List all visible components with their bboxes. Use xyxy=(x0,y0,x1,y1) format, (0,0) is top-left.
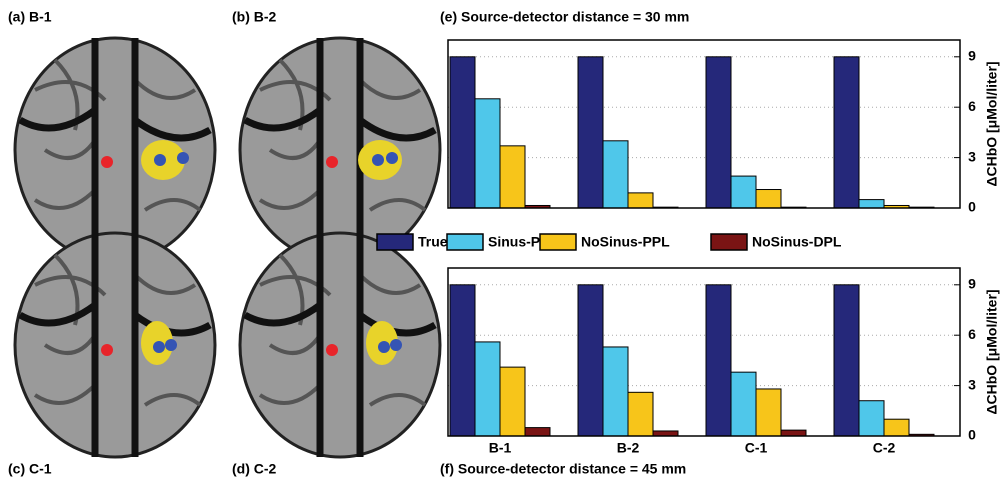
bar xyxy=(577,284,604,437)
panel-label: (a) B-1 xyxy=(8,9,52,25)
y-axis-label: ΔCHbO [μMol/liter] xyxy=(984,289,1000,414)
bar xyxy=(730,175,757,209)
bar xyxy=(858,199,885,209)
brain-image xyxy=(15,38,215,262)
panel-label: (d) C-2 xyxy=(232,461,277,477)
bar xyxy=(883,418,910,437)
bar xyxy=(652,430,679,437)
bar xyxy=(730,371,757,437)
panel-label: (c) C-1 xyxy=(8,461,52,477)
y-tick-label: 0 xyxy=(968,199,976,215)
bar xyxy=(499,366,526,437)
bar xyxy=(449,284,476,437)
bar xyxy=(577,56,604,209)
plot-frame xyxy=(447,267,961,437)
chart-title: (f) Source-detector distance = 45 mm xyxy=(440,461,686,477)
y-tick-label: 3 xyxy=(968,148,976,164)
legend-label: True xyxy=(418,234,448,250)
bar xyxy=(602,346,629,437)
y-tick-label: 9 xyxy=(968,48,976,64)
bar xyxy=(524,427,551,437)
bar xyxy=(755,388,782,437)
legend-label: NoSinus-DPL xyxy=(752,234,842,250)
bar xyxy=(780,429,807,437)
y-tick-label: 6 xyxy=(968,98,976,114)
bar xyxy=(833,56,860,209)
brain-image xyxy=(240,233,440,457)
y-axis-label: ΔCHbO [μMol/liter] xyxy=(984,61,1000,186)
bar xyxy=(602,140,629,209)
bar xyxy=(627,391,654,437)
bar xyxy=(499,145,526,209)
bar xyxy=(449,56,476,209)
y-tick-label: 0 xyxy=(968,427,976,443)
bar xyxy=(833,284,860,437)
x-tick-label: C-1 xyxy=(745,440,768,456)
x-tick-label: B-2 xyxy=(617,440,640,456)
legend-swatch xyxy=(376,233,414,251)
bar xyxy=(858,400,885,437)
legend-label: NoSinus-PPL xyxy=(581,234,670,250)
legend-swatch xyxy=(710,233,748,251)
legend-swatch xyxy=(446,233,484,251)
bar xyxy=(474,341,501,437)
bar xyxy=(474,98,501,209)
y-tick-label: 3 xyxy=(968,376,976,392)
legend-swatch xyxy=(539,233,577,251)
bar xyxy=(705,56,732,209)
panel-label: (b) B-2 xyxy=(232,9,277,25)
brain-image xyxy=(240,38,440,262)
bar xyxy=(755,189,782,209)
bar xyxy=(627,192,654,209)
x-tick-label: B-1 xyxy=(489,440,512,456)
chart-title: (e) Source-detector distance = 30 mm xyxy=(440,9,689,25)
y-tick-label: 6 xyxy=(968,326,976,342)
bar xyxy=(705,284,732,437)
plot-frame xyxy=(447,39,961,209)
y-tick-label: 9 xyxy=(968,276,976,292)
x-tick-label: C-2 xyxy=(873,440,896,456)
brain-image xyxy=(15,233,215,457)
